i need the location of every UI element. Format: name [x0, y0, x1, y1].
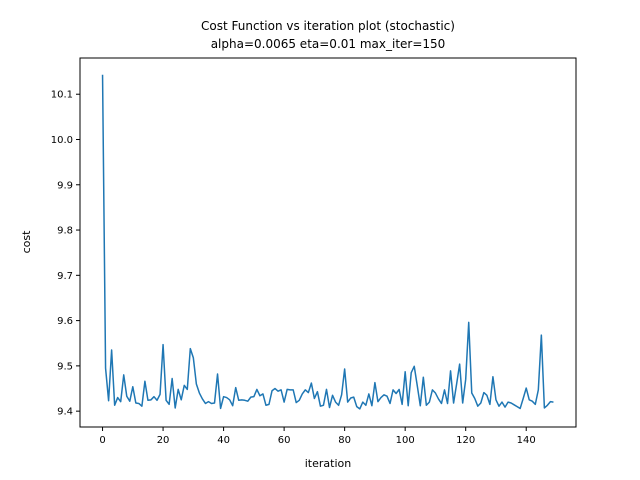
x-tick-label: 40	[217, 435, 230, 446]
x-tick-label: 80	[338, 435, 351, 446]
cost-series-line	[101, 74, 554, 410]
y-tick-label: 10.1	[51, 90, 73, 101]
y-tick-label: 9.4	[57, 407, 73, 418]
y-tick-label: 9.5	[57, 361, 73, 372]
y-tick-label: 9.8	[57, 226, 73, 237]
axes-frame	[79, 57, 577, 428]
y-tick-label: 9.9	[57, 180, 73, 191]
x-tick-label: 100	[396, 435, 415, 446]
x-tick-label: 20	[157, 435, 170, 446]
y-axis-label: cost	[20, 230, 33, 254]
y-tick-label: 9.6	[57, 316, 73, 327]
plot-area: 0 20 40 60 80 100 120 140 9.4 9.5 9.6 9.7 9.8 9.9 10.0…	[51, 57, 577, 446]
y-tick-label: 10.0	[51, 135, 73, 146]
x-tick-label: 0	[99, 435, 105, 446]
chart-title: Cost Function vs iteration plot (stochas…	[201, 19, 455, 33]
x-axis-label: iteration	[305, 457, 351, 470]
x-tick-label: 60	[278, 435, 291, 446]
chart-subtitle: alpha=0.0065 eta=0.01 max_iter=150	[211, 37, 446, 51]
y-tick-label: 9.7	[57, 271, 73, 282]
x-tick-label: 120	[456, 435, 475, 446]
x-tick-label: 140	[517, 435, 536, 446]
